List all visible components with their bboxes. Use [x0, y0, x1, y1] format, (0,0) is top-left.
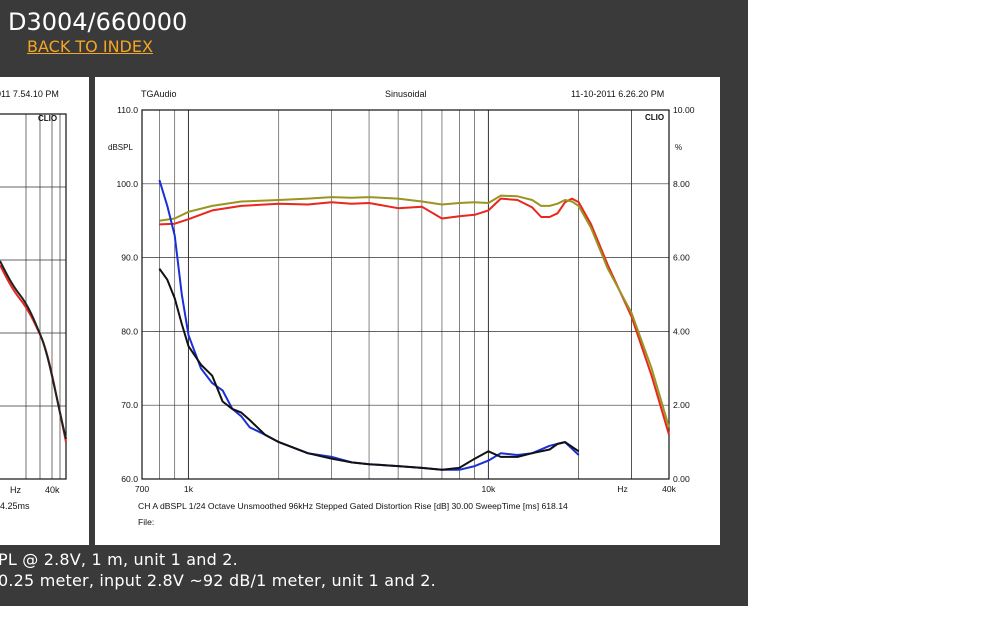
back-to-index-link[interactable]: BACK TO INDEX	[27, 37, 153, 56]
left-chart-timestamp: 011 7.54.10 PM	[0, 89, 59, 99]
series-line-2	[159, 194, 670, 428]
series-line-1	[159, 197, 670, 435]
y-right-tick-label: 2.00	[673, 400, 690, 410]
caption-distortion: 0.25 meter, input 2.8V ~92 dB/1 meter, u…	[0, 571, 436, 590]
y-left-tick-label: 90.0	[121, 253, 138, 263]
chart-plot-frame	[141, 109, 670, 480]
left-chart-black-curve	[0, 260, 67, 440]
left-chart-logo: CLIO	[38, 114, 57, 123]
chart-header-left: TGAudio	[141, 89, 177, 99]
left-chart-red-curve	[0, 264, 67, 443]
measurement-chart-image: TGAudio Sinusoidal 11-10-2011 6.26.20 PM…	[95, 77, 720, 545]
y-right-tick-label: 10.00	[673, 105, 695, 115]
chart-grid	[141, 109, 670, 480]
page-title: D3004/660000	[8, 8, 188, 36]
y-right-unit-label: %	[675, 143, 682, 152]
left-chart-xtick-40k: 40k	[45, 485, 60, 495]
x-tick-label: 10k	[481, 484, 496, 494]
y-right-tick-label: 0.00	[673, 474, 690, 484]
left-chart-image: 011 7.54.10 PM CLIO Hz 40k 4.25ms	[0, 77, 89, 545]
y-left-tick-label: 60.0	[121, 474, 138, 484]
y-left-unit-label: dBSPL	[108, 143, 133, 152]
caption-spl: PL @ 2.8V, 1 m, unit 1 and 2.	[0, 550, 238, 569]
y-right-tick-label: 8.00	[673, 179, 690, 189]
y-left-tick-label: 70.0	[121, 400, 138, 410]
left-chart-plot-frame	[0, 113, 67, 480]
chart-header-right: 11-10-2011 6.26.20 PM	[571, 89, 664, 99]
left-chart-xtick-hz: Hz	[10, 485, 21, 495]
chart-logo: CLIO	[645, 113, 664, 122]
y-left-tick-label: 110.0	[117, 105, 138, 115]
y-left-tick-label: 80.0	[121, 326, 138, 336]
y-right-tick-label: 4.00	[673, 326, 690, 336]
chart-footer-file: File:	[138, 517, 154, 527]
x-tick-label: 40k	[662, 484, 677, 494]
y-left-tick-label: 100.0	[116, 179, 138, 189]
y-right-tick-label: 6.00	[673, 253, 690, 263]
x-tick-label: 700	[135, 484, 150, 494]
chart-tick-labels: 60.0 70.0 80.0 90.0 100.0 110.0 0.00 2.00 4.00 6.…	[116, 105, 694, 494]
chart-series	[158, 179, 670, 471]
left-chart-grid	[0, 113, 66, 480]
chart-header-center: Sinusoidal	[385, 89, 427, 99]
series-line-4	[158, 268, 580, 471]
content-panel: D3004/660000 BACK TO INDEX 011 7.54.10 P…	[0, 0, 748, 606]
x-tick-label: Hz	[617, 484, 628, 494]
x-tick-label: 1k	[184, 484, 194, 494]
chart-footer-settings: CH A dBSPL 1/24 Octave Unsmoothed 96kHz …	[138, 501, 568, 511]
left-chart-footer: 4.25ms	[0, 501, 30, 511]
